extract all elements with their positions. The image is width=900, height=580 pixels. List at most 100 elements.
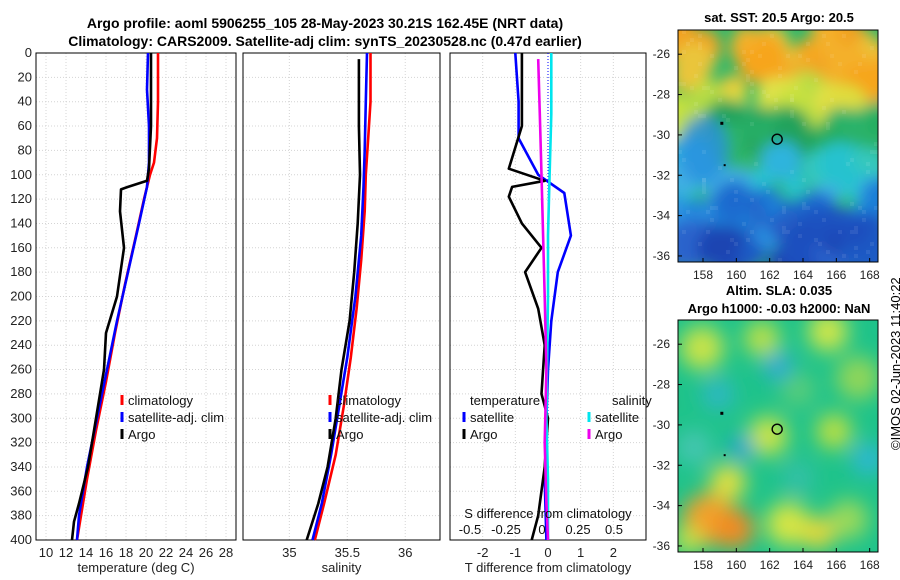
sst-pixel (698, 34, 702, 38)
sst-blob (866, 112, 878, 136)
sst-pixel (750, 82, 754, 86)
sst-pixel (710, 206, 714, 210)
lon-tick-label: 162 (760, 558, 780, 572)
sst-pixel (866, 170, 870, 174)
sst-pixel (854, 226, 858, 230)
sst-pixel (846, 162, 850, 166)
series-line-satellite-adj-clim (311, 52, 369, 541)
sst-pixel (734, 198, 738, 202)
sst-pixel (750, 70, 754, 74)
sst-pixel (818, 242, 822, 246)
x-tick-label: 28 (219, 545, 233, 560)
x-tick-label: -2 (477, 545, 489, 560)
sst-pixel (678, 150, 682, 154)
y-tick-label: 340 (10, 459, 32, 474)
sst-pixel (850, 158, 854, 162)
sst-pixel (698, 46, 702, 50)
x-tick-label: 16 (99, 545, 113, 560)
sst-pixel (718, 166, 722, 170)
legend-label: satellite-adj. clim (336, 410, 432, 425)
x-tick-label: 1 (577, 545, 584, 560)
sla-blob (802, 517, 834, 550)
lon-tick-label: 162 (760, 268, 780, 282)
sst-blob (817, 142, 862, 186)
sst-pixel (746, 74, 750, 78)
lon-tick-label: 168 (860, 268, 880, 282)
sst-pixel (786, 230, 790, 234)
sst-pixel (838, 230, 842, 234)
sst-pixel (710, 90, 714, 94)
sst-pixel (714, 206, 718, 210)
sst-pixel (790, 170, 794, 174)
y-tick-label: 0 (25, 45, 32, 60)
sst-blob (796, 39, 818, 62)
x-tick-label: 35 (282, 545, 296, 560)
sst-pixel (850, 202, 854, 206)
sst-pixel (830, 98, 834, 102)
sst-pixel (726, 250, 730, 254)
sla-blob (816, 413, 852, 450)
sst-pixel (806, 190, 810, 194)
sst-pixel (702, 190, 706, 194)
sst-pixel (742, 222, 746, 226)
island-marker (720, 411, 724, 415)
y-tick-label: 260 (10, 362, 32, 377)
sst-pixel (778, 66, 782, 70)
sst-pixel (854, 70, 858, 74)
lat-tick-label: -28 (653, 378, 671, 392)
sst-pixel (750, 90, 754, 94)
sst-pixel (842, 254, 846, 258)
top-tick-label: 0.5 (605, 522, 623, 537)
sst-pixel (686, 42, 690, 46)
y-tick-label: 60 (18, 118, 32, 133)
lon-tick-label: 164 (793, 558, 813, 572)
sla-blob (678, 526, 702, 552)
y-tick-label: 180 (10, 264, 32, 279)
sst-pixel (798, 54, 802, 58)
series-line-s-argo (536, 59, 550, 541)
lon-tick-label: 168 (860, 558, 880, 572)
sst-pixel (762, 90, 766, 94)
top-tick-label: 0.25 (565, 522, 590, 537)
sst-blob (793, 207, 863, 243)
lat-tick-label: -26 (653, 337, 671, 351)
sst-pixel (730, 238, 734, 242)
sst-pixel (706, 230, 710, 234)
sst-pixel (798, 222, 802, 226)
x-tick-label: 22 (159, 545, 173, 560)
sla-blob (702, 378, 734, 411)
sst-pixel (746, 238, 750, 242)
sst-pixel (802, 178, 806, 182)
series-line-climatology (313, 53, 372, 541)
x-tick-label: 20 (139, 545, 153, 560)
y-tick-label: 20 (18, 69, 32, 84)
legend-label: Argo (470, 427, 497, 442)
sla-blob (852, 443, 878, 476)
sst-pixel (866, 162, 870, 166)
sst-pixel (782, 226, 786, 230)
legend-temperature-title: temperature (470, 393, 540, 408)
field-blobs (678, 30, 878, 262)
lat-tick-label: -30 (653, 128, 671, 142)
x-tick-label: 12 (59, 545, 73, 560)
sst-pixel (750, 230, 754, 234)
sst-pixel (842, 110, 846, 114)
sst-pixel (694, 102, 698, 106)
sla-field (678, 320, 878, 552)
sst-blob (763, 192, 785, 215)
argo-location-marker (771, 423, 783, 435)
sst-pixel (754, 162, 758, 166)
temperature-profile: 10 12 14 16 18 20 22 24 26 2802040608010012014016… (10, 45, 237, 575)
sst-blob (860, 177, 878, 222)
sst-pixel (686, 210, 690, 214)
sst-pixel (778, 74, 782, 78)
sst-pixel (750, 122, 754, 126)
sst-pixel (822, 106, 826, 110)
sst-pixel (782, 210, 786, 214)
lon-tick-label: 160 (726, 268, 746, 282)
sst-pixel (814, 238, 818, 242)
sst-map: 158 160 162 164 166 168 -26 -28 -30 -32 -34 -36 (653, 29, 880, 282)
top-tick-label: 0 (538, 522, 545, 537)
top-tick-label: -0.5 (459, 522, 481, 537)
